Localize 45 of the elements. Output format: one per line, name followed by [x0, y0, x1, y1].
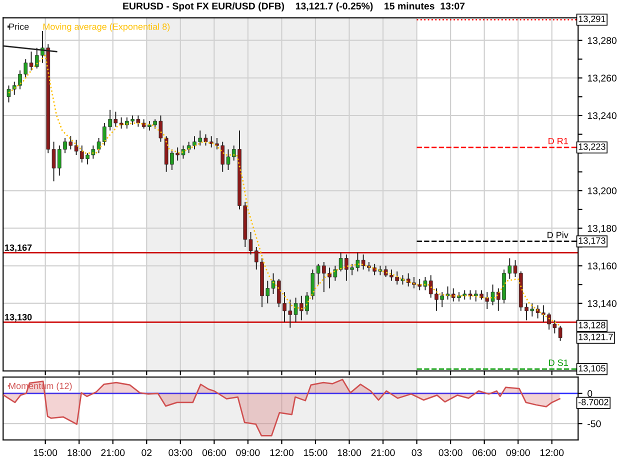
ref-line-label: 13,167	[5, 244, 32, 252]
candlestick	[536, 304, 540, 319]
x-tick-label: 06:00	[202, 449, 226, 456]
annotation: -8.7002	[578, 398, 608, 406]
y-tick-label: 13,140	[588, 300, 617, 308]
x-tick-label: 02	[142, 449, 152, 456]
x-tick-label: 21:00	[101, 449, 125, 456]
candlestick	[485, 292, 490, 310]
y-tick-label: 13,280	[588, 37, 617, 46]
x-tick-label: 09:00	[236, 449, 260, 456]
candlestick	[558, 325, 562, 342]
x-tick-label: 09:00	[506, 449, 530, 456]
y-tick-label: -50	[588, 420, 601, 428]
series-label: D S1	[549, 360, 568, 366]
y-tick-label: 13,200	[588, 187, 617, 196]
x-tick-label: 03:00	[168, 449, 192, 456]
annotation: 13,223	[578, 143, 606, 151]
candlestick	[406, 272, 410, 287]
annotation: 13,173	[578, 237, 606, 245]
annotation: 13,121.7	[578, 334, 613, 342]
chart-title: EURUSD - Spot FX EUR/USD (DFB) 13,121.7 (-0.25%) 15 minutes 13:07	[123, 2, 465, 12]
y-tick-label: 13,240	[588, 112, 617, 120]
y-tick-label: 13,160	[588, 262, 617, 271]
x-tick-label: 03:00	[438, 449, 462, 456]
x-tick-label: 18:00	[68, 449, 91, 456]
series-label: D Piv	[548, 232, 568, 238]
candlestick	[361, 254, 366, 270]
x-tick-label: 18:00	[338, 449, 362, 456]
x-tick-label: 15:00	[34, 449, 58, 456]
y-tick-label: 0	[588, 390, 592, 398]
x-tick-label: 12:00	[540, 449, 564, 456]
x-tick-label: 15:00	[304, 449, 328, 456]
x-tick-label: 21:00	[371, 449, 395, 456]
series-label: D R1	[548, 138, 568, 144]
text: Moving average (Exponential 8)	[43, 23, 170, 32]
legend-label: Price	[9, 23, 29, 30]
annotation: 13,105	[578, 365, 606, 373]
annotation: 13,128	[578, 322, 606, 330]
x-tick-label: 06:00	[472, 449, 496, 456]
ref-line-label: 13,130	[5, 314, 32, 322]
x-tick-label: 03	[412, 449, 422, 456]
x-tick-label: 12:00	[270, 449, 294, 456]
annotation: 13,291	[578, 16, 606, 24]
y-tick-label: 13,260	[588, 74, 617, 83]
y-tick-label: 13,180	[588, 224, 617, 233]
